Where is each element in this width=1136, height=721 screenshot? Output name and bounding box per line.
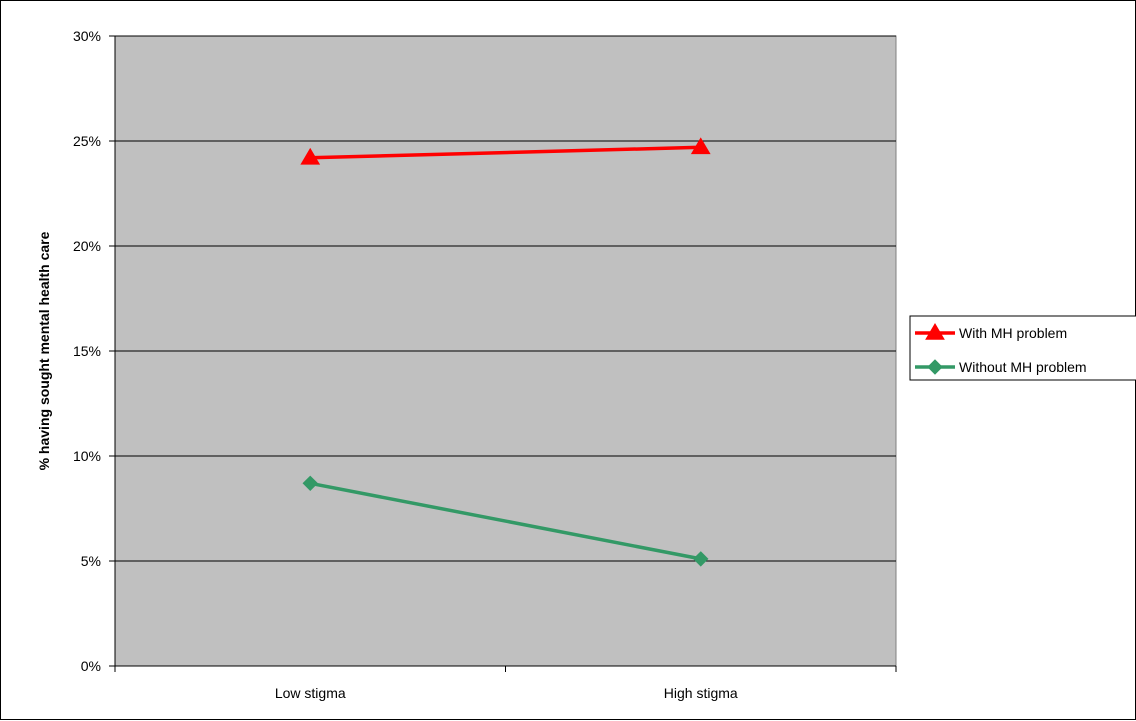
legend-label: With MH problem <box>959 325 1067 341</box>
legend: With MH problem Without MH problem <box>909 315 1136 381</box>
y-tick-label: 0% <box>81 658 101 674</box>
x-tick-labels: Low stigma High stigma <box>114 666 897 701</box>
legend-box <box>909 315 1136 381</box>
x-tick-label: High stigma <box>664 685 738 701</box>
y-tick-label: 10% <box>73 448 101 464</box>
x-tick-label: Low stigma <box>275 685 346 701</box>
data-point <box>690 137 711 155</box>
legend-label: Without MH problem <box>959 359 1087 375</box>
series-line <box>310 145 701 160</box>
gridlines <box>115 35 896 562</box>
y-tick-label: 30% <box>73 28 101 44</box>
y-tick-label: 20% <box>73 238 101 254</box>
series <box>300 137 711 567</box>
series-line <box>309 481 702 561</box>
y-axis-title: % having sought mental health care <box>36 231 52 470</box>
legend-marker <box>925 323 945 340</box>
legend-marker <box>927 359 943 375</box>
y-tick-label: 25% <box>73 133 101 149</box>
y-tick-labels: 0% 5% 10% 15% 20% 25% 30% <box>73 28 115 674</box>
data-point <box>693 551 709 567</box>
series-group <box>302 475 709 567</box>
data-point <box>300 147 321 165</box>
y-tick-label: 15% <box>73 343 101 359</box>
y-tick-label: 5% <box>81 553 101 569</box>
data-point <box>302 475 318 492</box>
series-group <box>300 137 711 165</box>
